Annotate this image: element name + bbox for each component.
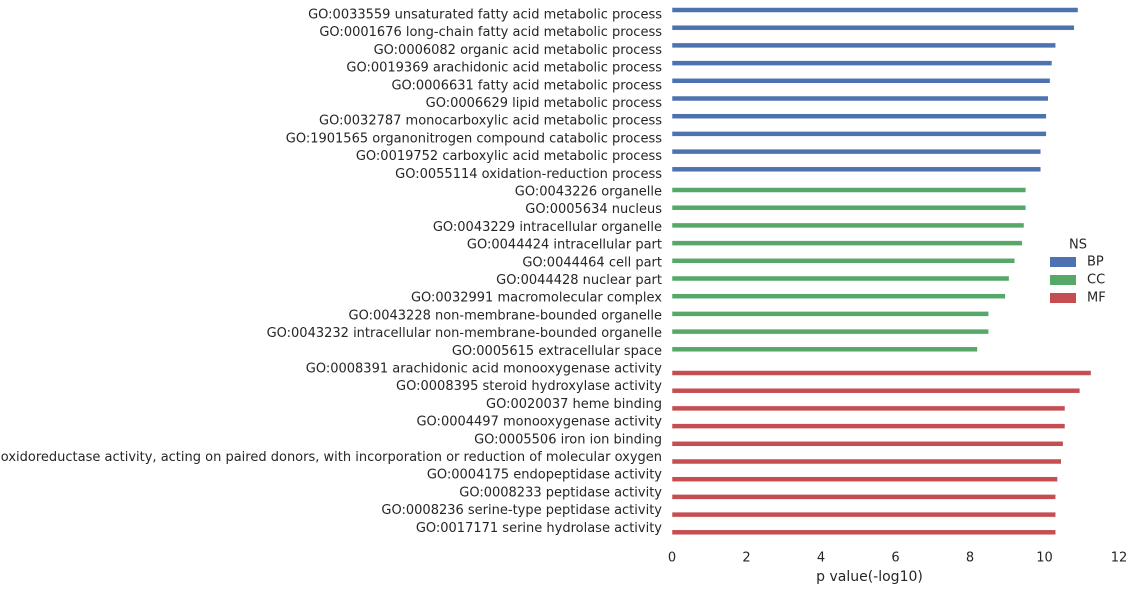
bar-bp — [671, 166, 1042, 173]
bar-bp — [671, 113, 1047, 119]
category-label: GO:0043232 intracellular non-membrane-bo… — [267, 326, 662, 341]
bar-cc — [671, 187, 1027, 193]
bar-bp — [671, 78, 1051, 84]
category-label: GO:0008233 peptidase activity — [459, 485, 662, 500]
bar-cc — [671, 293, 1006, 299]
bar-bp — [671, 60, 1053, 66]
bar-mf — [671, 494, 1056, 500]
category-label: GO:0043228 non-membrane-bounded organell… — [349, 308, 663, 323]
category-label: GO:0020037 heme binding — [486, 397, 662, 412]
category-label: GO:0006629 lipid metabolic process — [426, 96, 663, 111]
category-label: GO:0032787 monocarboxylic acid metabolic… — [319, 114, 662, 129]
category-label: GO:0008391 arachidonic acid monooxygenas… — [306, 362, 663, 377]
bar-mf — [671, 441, 1064, 447]
bar-cc — [671, 275, 1010, 282]
category-label: GO:0004497 monooxygenase activity — [416, 415, 662, 430]
category-label: GO:0043229 intracellular organelle — [433, 220, 662, 235]
x-tick-label: 6 — [891, 551, 899, 566]
bar-mf — [671, 370, 1092, 376]
bar-bp — [671, 24, 1075, 31]
x-tick-label: 8 — [966, 551, 974, 566]
category-label: GO:0006082 organic acid metabolic proces… — [374, 43, 663, 58]
x-tick-label: 2 — [742, 551, 750, 566]
x-tick-label: 4 — [817, 551, 825, 566]
bar-mf — [671, 511, 1056, 518]
category-label: GO:0044428 nuclear part — [496, 273, 662, 288]
legend-label-bp: BP — [1087, 255, 1104, 270]
bar-cc — [671, 311, 989, 317]
category-label: GO:0008395 steroid hydroxylase activity — [396, 379, 662, 394]
x-tick-label: 12 — [1111, 551, 1128, 566]
category-label: GO:0005506 iron ion binding — [474, 432, 662, 447]
category-label: GO:0005615 extracellular space — [452, 344, 662, 359]
bar-cc — [671, 328, 989, 335]
legend-title: NS — [1069, 238, 1087, 253]
bar-bp — [671, 7, 1079, 13]
category-label: GO:0044424 intracellular part — [467, 238, 662, 253]
category-label: GO:0055114 oxidation-reduction process — [395, 167, 662, 182]
bar-mf — [671, 458, 1062, 465]
bar-mf — [671, 405, 1066, 412]
x-axis-label: p value(-log10) — [816, 569, 923, 585]
bar-mf — [671, 476, 1058, 482]
bar-cc — [671, 240, 1023, 246]
bar-mf — [671, 423, 1066, 429]
bar-bp — [671, 95, 1049, 102]
legend-label-cc: CC — [1087, 273, 1105, 288]
category-label: GO:0043226 organelle — [515, 185, 662, 200]
category-label: GO:0033559 unsaturated fatty acid metabo… — [308, 8, 662, 23]
category-label: GO:0008236 serine-type peptidase activit… — [381, 503, 662, 518]
category-label: GO:0006631 fatty acid metabolic process — [391, 78, 662, 93]
legend-swatch-mf — [1050, 293, 1076, 303]
x-tick-label: 0 — [668, 551, 676, 566]
bar-bp — [671, 131, 1047, 137]
category-label: GO:0019752 carboxylic acid metabolic pro… — [356, 149, 662, 164]
bar-cc — [671, 204, 1027, 211]
legend-label-mf: MF — [1087, 291, 1106, 306]
category-label: GO:0032991 macromolecular complex — [411, 291, 662, 306]
bar-bp — [671, 42, 1056, 49]
bar-cc — [671, 258, 1015, 264]
category-label: GO:0016705 oxidoreductase activity, acti… — [0, 450, 662, 465]
bar-bp — [671, 148, 1042, 155]
category-label: GO:0019369 arachidonic acid metabolic pr… — [346, 61, 662, 76]
bar-cc — [671, 222, 1025, 229]
bar-mf — [671, 387, 1081, 394]
bar-mf — [671, 529, 1056, 536]
x-tick-label: 10 — [1036, 551, 1053, 566]
bar-cc — [671, 346, 978, 353]
category-label: GO:0001676 long-chain fatty acid metabol… — [319, 25, 662, 40]
category-label: GO:0004175 endopeptidase activity — [427, 468, 662, 483]
category-label: GO:0005634 nucleus — [525, 202, 662, 217]
category-label: GO:0017171 serine hydrolase activity — [416, 521, 662, 536]
category-label: GO:0044464 cell part — [522, 255, 662, 270]
legend-swatch-cc — [1050, 275, 1076, 285]
legend-swatch-bp — [1050, 257, 1076, 267]
category-label: GO:1901565 organonitrogen compound catab… — [286, 131, 662, 146]
